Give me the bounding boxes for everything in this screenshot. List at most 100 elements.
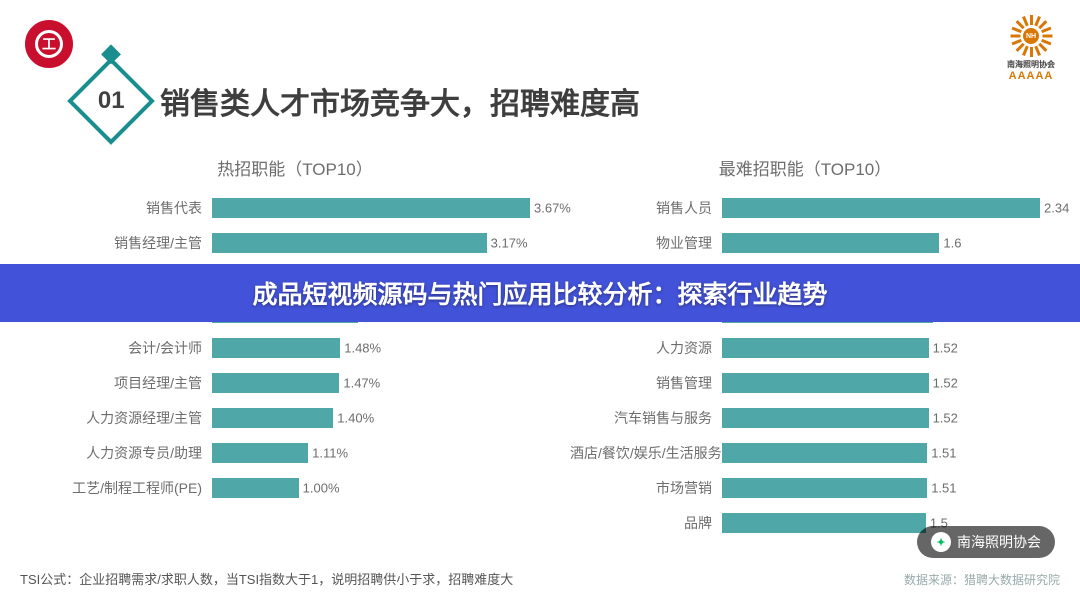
bar-wrap: 1.47% [212, 373, 530, 393]
row-label: 人力资源经理/主管 [60, 408, 212, 428]
chart-row: 销售管理 1.52 [570, 369, 1040, 397]
bar-value: 1.6 [939, 236, 961, 251]
bar [212, 443, 308, 463]
sun-ray [1010, 35, 1020, 38]
sun-ray [1042, 35, 1052, 38]
chart-row: 会计/会计师 1.48% [60, 334, 530, 362]
wechat-icon: ✦ [931, 532, 951, 552]
association-stars: AAAAA [1007, 70, 1055, 82]
chart-row: 人力资源 1.52 [570, 334, 1040, 362]
overlay-banner-text: 成品短视频源码与热门应用比较分析：探索行业趋势 [252, 275, 827, 311]
bar-wrap: 1.6 [722, 233, 1040, 253]
bar-value: 1.40% [333, 411, 374, 426]
sun-ray [1041, 27, 1051, 34]
row-label: 销售人员 [570, 198, 722, 218]
bar [722, 338, 929, 358]
bar-wrap: 2.34 [722, 198, 1040, 218]
bar-wrap: 1.00% [212, 478, 530, 498]
bar-value: 1.52 [929, 341, 958, 356]
row-label: 销售管理 [570, 373, 722, 393]
bar-value: 3.67% [530, 201, 571, 216]
row-label: 人力资源 [570, 338, 722, 358]
row-label: 市场营销 [570, 478, 722, 498]
sun-ray [1034, 46, 1041, 56]
row-label: 工艺/制程工程师(PE) [60, 478, 212, 498]
bar-wrap: 1.51 [722, 443, 1040, 463]
bar-value: 2.34 [1040, 201, 1069, 216]
chart-row: 人力资源专员/助理 1.11% [60, 439, 530, 467]
bar [212, 233, 487, 253]
wechat-label: 南海照明协会 [957, 532, 1041, 552]
bar-wrap: 1.11% [212, 443, 530, 463]
bar-value: 1.51 [927, 446, 956, 461]
row-label: 物业管理 [570, 233, 722, 253]
chart-row: 市场营销 1.51 [570, 474, 1040, 502]
chart-row: 销售人员2.34 [570, 194, 1040, 222]
bar-value: 1.00% [299, 481, 340, 496]
bar-value: 3.17% [487, 236, 528, 251]
bar [722, 443, 927, 463]
row-label: 品牌 [570, 513, 722, 533]
chart-row: 酒店/餐饮/娱乐/生活服务 1.51 [570, 439, 1040, 467]
bar [722, 513, 926, 533]
bar [722, 408, 929, 428]
slide-header: 01 销售类人才市场竞争大，招聘难度高 [80, 70, 640, 132]
bar [722, 233, 939, 253]
bar [722, 373, 929, 393]
chart-right-title: 最难招职能（TOP10） [570, 155, 1040, 180]
chart-row: 人力资源经理/主管 1.40% [60, 404, 530, 432]
row-label: 销售代表 [60, 198, 212, 218]
row-label: 会计/会计师 [60, 338, 212, 358]
row-label: 销售经理/主管 [60, 233, 212, 253]
sun-icon: NH [1010, 15, 1052, 57]
chart-row: 物业管理 1.6 [570, 229, 1040, 257]
bar-wrap: 3.17% [212, 233, 530, 253]
chart-left: 热招职能（TOP10） 销售代表3.67%销售经理/主管3.17%部门/事业部管… [60, 155, 530, 544]
row-label: 项目经理/主管 [60, 373, 212, 393]
footer-note: TSI公式：企业招聘需求/求职人数，当TSI指数大于1，说明招聘供小于求，招聘难… [20, 569, 513, 588]
row-label: 酒店/餐饮/娱乐/生活服务 [570, 443, 722, 463]
bar-value: 1.11% [308, 446, 348, 461]
bar-wrap: 1.48% [212, 338, 530, 358]
slide-title: 销售类人才市场竞争大，招聘难度高 [160, 79, 640, 123]
union-logo [25, 20, 73, 68]
sun-ray [1030, 15, 1033, 25]
chart-row: 项目经理/主管1.47% [60, 369, 530, 397]
wechat-tag: ✦ 南海照明协会 [917, 526, 1055, 558]
chart-left-title: 热招职能（TOP10） [60, 155, 530, 180]
union-logo-inner [35, 30, 63, 58]
bar-value: 1.52 [929, 376, 958, 391]
chart-row: 销售经理/主管 3.17% [60, 229, 530, 257]
bar-value: 1.51 [927, 481, 956, 496]
sun-core: NH [1023, 28, 1039, 44]
charts-container: 热招职能（TOP10） 销售代表3.67%销售经理/主管3.17%部门/事业部管… [60, 155, 1040, 544]
chart-right-rows: 销售人员2.34物业管理1.6交通/运输1.57旅游/出入境1.55人力资源1.… [570, 194, 1040, 537]
bar [212, 338, 340, 358]
sun-ray [1011, 27, 1021, 34]
chart-left-rows: 销售代表3.67%销售经理/主管3.17%部门/事业部管理2.90%助理/秘书/… [60, 194, 530, 502]
slide-number: 01 [98, 87, 125, 115]
overlay-banner: 成品短视频源码与热门应用比较分析：探索行业趋势 [0, 264, 1080, 322]
bar-wrap: 1.52 [722, 408, 1040, 428]
association-label: 南海照明协会 [1007, 59, 1055, 70]
bar-value: 1.52 [929, 411, 958, 426]
bar-wrap: 1.52 [722, 338, 1040, 358]
bar-wrap: 3.67% [212, 198, 530, 218]
sun-ray [1022, 46, 1029, 56]
bar [212, 478, 299, 498]
bar-value: 1.48% [340, 341, 381, 356]
chart-row: 汽车销售与服务 1.52 [570, 404, 1040, 432]
bar-wrap: 1.52 [722, 373, 1040, 393]
bar [212, 373, 339, 393]
bar-wrap: 1.40% [212, 408, 530, 428]
bar [212, 198, 530, 218]
bar [212, 408, 333, 428]
chart-row: 销售代表3.67% [60, 194, 530, 222]
chart-right: 最难招职能（TOP10） 销售人员2.34物业管理1.6交通/运输1.57旅游/… [570, 155, 1040, 544]
bar [722, 478, 927, 498]
chart-row: 工艺/制程工程师(PE) 1.00% [60, 474, 530, 502]
slide-number-badge: 01 [67, 57, 155, 145]
row-label: 汽车销售与服务 [570, 408, 722, 428]
association-logo: NH 南海照明协会 AAAAA [1007, 15, 1055, 82]
row-label: 人力资源专员/助理 [60, 443, 212, 463]
